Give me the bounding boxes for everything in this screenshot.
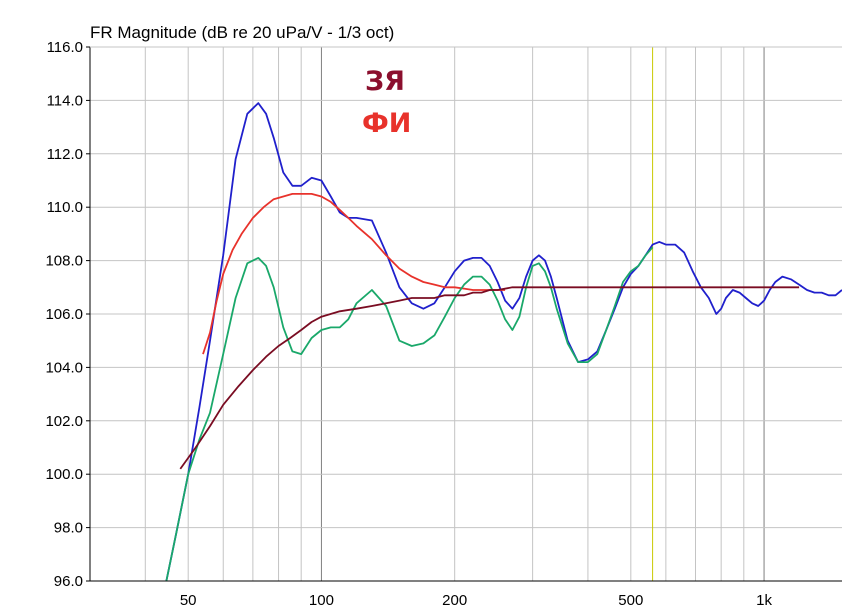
annotation-zya: ЗЯ [365,66,405,97]
series-line-2 [165,246,654,581]
x-tick-label: 100 [309,592,334,608]
y-tick-label: 98.0 [54,520,83,537]
y-tick-label: 110.0 [47,199,83,216]
y-tick-label: 100.0 [45,466,83,483]
series-line-0 [165,102,842,581]
y-tick-label: 114.0 [47,92,83,109]
chart-title: FR Magnitude (dB re 20 uPa/V - 1/3 oct) [90,23,394,42]
y-tick-label: 108.0 [45,253,83,270]
annotation-fi: ФИ [362,108,411,139]
x-tick-label: 50 [180,592,197,608]
y-tick-label: 102.0 [45,413,83,430]
x-tick-label: 500 [618,592,643,608]
series-group [165,102,842,581]
x-tick-label: 200 [442,592,467,608]
y-tick-label: 96.0 [54,573,83,590]
y-tick-label: 104.0 [45,359,83,376]
y-tick-label: 116.0 [47,39,83,56]
series-line-3 [179,286,800,470]
x-tick-label: 1k [756,592,772,608]
y-tick-label: 106.0 [45,306,83,323]
y-tick-label: 112.0 [47,146,83,163]
axes: 116.0 114.0 112.0 110.0 108.0 106.0 104.0 102.0… [45,39,842,608]
